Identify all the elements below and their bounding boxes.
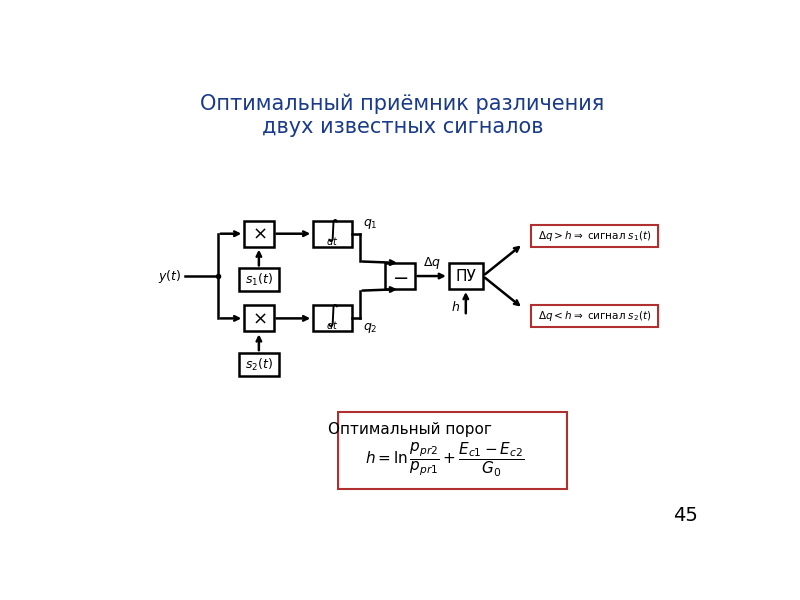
Text: ПУ: ПУ [455, 269, 476, 284]
Bar [386, 263, 414, 289]
Text: $s_1(t)$: $s_1(t)$ [245, 272, 273, 288]
Text: Оптимальный приёмник различения: Оптимальный приёмник различения [200, 94, 604, 114]
Bar [530, 305, 658, 327]
Text: Оптимальный порог: Оптимальный порог [328, 422, 492, 437]
Bar [338, 412, 567, 490]
Text: $dt$: $dt$ [326, 235, 338, 247]
Text: $h$: $h$ [450, 300, 459, 314]
Text: $-$: $-$ [392, 266, 408, 286]
Bar [244, 221, 274, 247]
Text: двух известных сигналов: двух известных сигналов [262, 116, 543, 137]
Bar [238, 353, 279, 376]
Text: $s_2(t)$: $s_2(t)$ [245, 356, 273, 373]
Text: $q_2$: $q_2$ [362, 321, 378, 335]
Text: $\Delta q > h \Rightarrow$ сигнал $s_1(t)$: $\Delta q > h \Rightarrow$ сигнал $s_1(t… [538, 229, 651, 243]
Bar [238, 268, 279, 292]
Text: $\Delta q$: $\Delta q$ [422, 254, 441, 271]
Text: $h = \ln \dfrac{p_{pr2}}{p_{pr1}} + \dfrac{E_{c1} - E_{c2}}{G_0}$: $h = \ln \dfrac{p_{pr2}}{p_{pr1}} + \dfr… [365, 441, 525, 479]
Bar [449, 263, 483, 289]
Text: $dt$: $dt$ [326, 319, 338, 331]
Text: $\int$: $\int$ [326, 302, 339, 329]
Bar [313, 221, 352, 247]
Bar [313, 305, 352, 331]
Bar [530, 225, 658, 247]
Text: $q_1$: $q_1$ [362, 217, 378, 232]
Text: 45: 45 [674, 506, 698, 525]
Text: $y(t)$: $y(t)$ [158, 268, 182, 284]
Bar [244, 305, 274, 331]
Text: $\times$: $\times$ [251, 224, 266, 242]
Text: $\times$: $\times$ [251, 310, 266, 328]
Text: $\Delta q < h \Rightarrow$ сигнал $s_2(t)$: $\Delta q < h \Rightarrow$ сигнал $s_2(t… [538, 309, 651, 323]
Text: $\int$: $\int$ [326, 217, 339, 244]
